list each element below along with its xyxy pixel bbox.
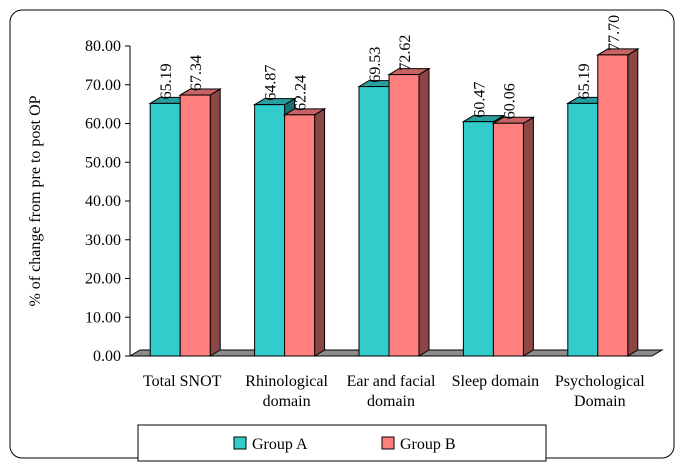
legend-label: Group A [252, 436, 308, 453]
y-tick-label: 40.00 [85, 193, 121, 210]
bar [358, 86, 390, 357]
legend-box [137, 424, 547, 462]
x-tick-label: Ear and facial [347, 373, 436, 390]
bar [254, 104, 286, 357]
data-label: 65.19 [158, 63, 175, 99]
data-label: 64.87 [263, 65, 280, 101]
y-axis-title: % of change from pre to post OP [27, 95, 44, 306]
data-label: 67.34 [188, 55, 205, 91]
bar-side [209, 88, 221, 357]
x-tick-label: Domain [574, 393, 626, 410]
y-tick-label: 80.00 [85, 38, 121, 55]
data-label: 60.47 [471, 82, 488, 118]
data-label: 65.19 [576, 63, 593, 99]
data-label: 62.24 [293, 75, 310, 111]
x-tick-label: Rhinological [245, 373, 328, 390]
y-tick-label: 20.00 [85, 271, 121, 288]
y-tick-label: 0.00 [93, 348, 121, 365]
bar [284, 114, 316, 357]
bar [492, 122, 524, 357]
x-tick-label: domain [263, 393, 311, 410]
bar [179, 94, 211, 357]
y-tick-label: 30.00 [85, 232, 121, 249]
y-tick-label: 70.00 [85, 77, 121, 94]
x-tick-label: Psychological [555, 373, 645, 390]
legend-swatch [381, 436, 395, 450]
bar [149, 102, 181, 357]
x-tick-label: Sleep domain [452, 373, 540, 390]
bar [567, 102, 599, 357]
bar [388, 74, 420, 357]
data-label: 72.62 [397, 35, 414, 71]
legend-label: Group B [400, 436, 456, 453]
bar [597, 54, 629, 357]
y-tick-label: 50.00 [85, 154, 121, 171]
x-tick-label: Total SNOT [143, 373, 222, 390]
data-label: 77.70 [606, 15, 623, 51]
data-label: 69.53 [367, 47, 384, 83]
x-tick-label: domain [367, 393, 415, 410]
data-label: 60.06 [501, 83, 518, 119]
bar-side [627, 48, 639, 357]
legend-swatch [233, 436, 247, 450]
bar-side [418, 67, 430, 357]
y-tick-label: 10.00 [85, 309, 121, 326]
bar-side [522, 116, 534, 357]
y-tick-label: 60.00 [85, 116, 121, 133]
bar-side [314, 107, 326, 357]
bar [462, 121, 494, 357]
